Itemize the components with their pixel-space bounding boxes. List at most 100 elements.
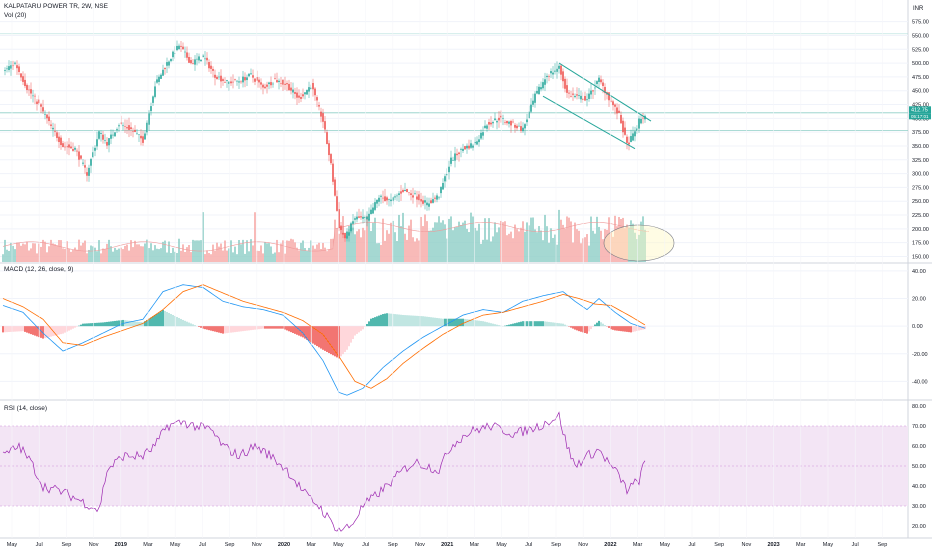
- candle-body: [352, 221, 354, 224]
- volume-bar: [12, 245, 14, 262]
- volume-bar: [194, 240, 196, 262]
- macd-histogram-bar: [154, 314, 156, 327]
- macd-histogram-bar: [296, 326, 298, 335]
- volume-bar: [100, 253, 102, 262]
- macd-histogram-bar: [422, 316, 424, 327]
- candle-body: [594, 87, 596, 89]
- macd-histogram-bar: [312, 326, 314, 344]
- time-tick-label: Mar: [470, 542, 480, 548]
- macd-histogram-bar: [354, 326, 356, 336]
- volume-bar: [152, 250, 154, 262]
- volume-bar: [4, 239, 6, 262]
- macd-histogram-bar: [598, 320, 600, 327]
- macd-histogram-bar: [484, 321, 486, 327]
- volume-bar: [346, 236, 348, 262]
- volume-bar: [308, 247, 310, 262]
- candle-body: [488, 122, 490, 125]
- volume-bar: [160, 248, 162, 262]
- macd-histogram-bar: [200, 326, 202, 328]
- time-tick-label: 2019: [115, 542, 127, 548]
- macd-histogram-bar: [220, 326, 222, 334]
- macd-histogram-bar: [188, 322, 190, 327]
- volume-bar: [366, 215, 368, 262]
- macd-histogram-bar: [342, 326, 344, 355]
- volume-bar: [474, 227, 476, 262]
- macd-histogram-bar: [10, 326, 12, 332]
- macd-histogram-bar: [478, 320, 480, 327]
- candle-body: [558, 65, 560, 69]
- volume-bar: [22, 243, 24, 262]
- volume-bar: [140, 246, 142, 262]
- candle-body: [484, 125, 486, 128]
- volume-bar: [76, 249, 78, 262]
- macd-histogram-bar: [146, 319, 148, 327]
- macd-line: [2, 284, 646, 396]
- macd-tick-label: 20.00: [912, 297, 926, 303]
- macd-histogram-bar: [554, 322, 556, 327]
- currency-label: INR: [913, 6, 924, 12]
- volume-bar: [182, 244, 184, 262]
- candle-body: [160, 74, 162, 79]
- volume-bar: [162, 241, 164, 262]
- volume-bar: [532, 217, 534, 262]
- volume-bar: [80, 245, 82, 262]
- candle-body: [82, 162, 84, 164]
- candle-body: [586, 99, 588, 101]
- volume-bar: [618, 217, 620, 262]
- candle-body: [620, 114, 622, 124]
- volume-bar: [380, 244, 382, 262]
- volume-bar: [240, 244, 242, 262]
- macd-histogram-bar: [88, 323, 90, 327]
- candle-body: [108, 138, 110, 146]
- candle-body: [184, 51, 186, 53]
- volume-bar: [286, 240, 288, 262]
- macd-histogram-bar: [208, 326, 210, 331]
- candle-body: [292, 89, 294, 93]
- macd-histogram-bar: [58, 326, 60, 335]
- macd-histogram-bar: [334, 326, 336, 357]
- macd-histogram-bar: [156, 313, 158, 327]
- candle-body: [8, 66, 10, 71]
- candle-body: [474, 141, 476, 144]
- candle-body: [142, 136, 144, 143]
- macd-histogram-bar: [602, 323, 604, 327]
- candle-body: [548, 76, 550, 77]
- volume-bar: [372, 222, 374, 262]
- time-tick-label: 2022: [604, 542, 616, 548]
- macd-histogram-bar: [16, 326, 18, 332]
- candle-body: [294, 92, 296, 94]
- macd-histogram-bar: [404, 315, 406, 327]
- candle-body: [122, 125, 124, 127]
- macd-histogram-bar: [6, 326, 8, 333]
- macd-histogram-bar: [590, 326, 592, 330]
- macd-tick-label: -20.00: [912, 352, 928, 358]
- time-tick-label: Nov: [252, 542, 262, 548]
- candle-body: [4, 70, 6, 72]
- volume-bar: [480, 243, 482, 262]
- rsi-tick-label: 60.00: [912, 444, 926, 450]
- volume-bar: [494, 222, 496, 262]
- volume-bar: [436, 222, 438, 262]
- macd-histogram-bar: [632, 326, 634, 332]
- macd-histogram-bar: [308, 326, 310, 342]
- macd-histogram-bar: [496, 324, 498, 327]
- last-price-text: 412.75: [911, 107, 928, 113]
- candle-body: [180, 45, 182, 47]
- price-tick-label: 200.00: [912, 227, 929, 233]
- macd-histogram-bar: [640, 326, 642, 331]
- candle-body: [448, 166, 450, 173]
- time-tick-label: Mar: [306, 542, 316, 548]
- volume-bar: [288, 240, 290, 262]
- volume-bar: [376, 243, 378, 262]
- candle-body: [36, 101, 38, 104]
- macd-histogram-bar: [442, 318, 444, 327]
- volume-bar: [176, 253, 178, 262]
- candle-body: [282, 79, 284, 85]
- macd-histogram-bar: [412, 315, 414, 327]
- macd-histogram-bar: [558, 323, 560, 327]
- candle-body: [570, 95, 572, 97]
- candle-body: [246, 77, 248, 81]
- candle-body: [60, 137, 62, 146]
- macd-histogram-bar: [234, 326, 236, 333]
